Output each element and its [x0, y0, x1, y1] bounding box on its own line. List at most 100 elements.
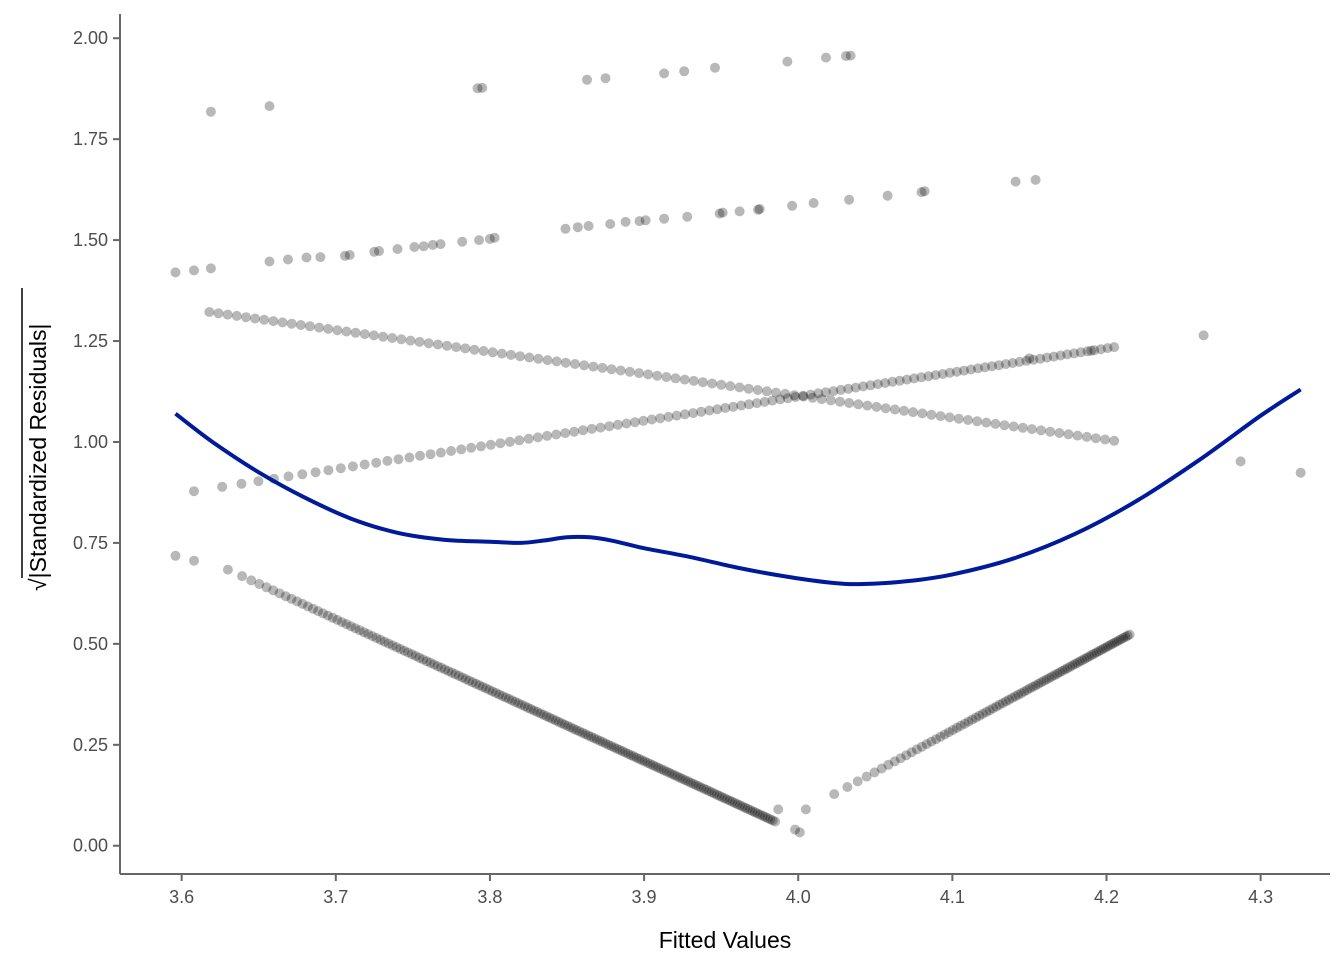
data-point: [569, 426, 580, 437]
data-point: [1046, 671, 1057, 682]
data-point: [865, 380, 876, 391]
data-point: [583, 221, 594, 231]
data-point: [375, 634, 386, 645]
data-point: [250, 313, 261, 324]
data-point: [688, 778, 699, 789]
data-point: [399, 645, 410, 656]
data-point: [698, 783, 709, 794]
data-point: [876, 763, 887, 774]
data-point: [1014, 356, 1025, 367]
y-tick-label: 0.25: [73, 735, 108, 755]
data-point: [669, 770, 680, 781]
data-point: [1017, 422, 1028, 433]
data-point: [606, 364, 617, 375]
x-axis-title: Fitted Values: [659, 927, 792, 953]
data-point: [661, 372, 672, 382]
data-point: [1109, 637, 1120, 648]
data-point: [494, 689, 505, 700]
data-point: [460, 343, 471, 354]
data-point: [790, 392, 801, 402]
data-point: [1098, 643, 1109, 654]
data-point: [939, 729, 950, 740]
data-point: [1062, 349, 1073, 360]
data-point: [341, 326, 352, 337]
data-point: [615, 365, 626, 376]
x-tick-label: 3.8: [477, 887, 502, 907]
data-point: [621, 418, 632, 429]
data-point: [538, 709, 549, 720]
data-point: [504, 436, 515, 447]
data-point: [429, 659, 440, 670]
data-point: [813, 388, 824, 399]
data-point: [332, 325, 343, 336]
data-point: [887, 376, 898, 387]
data-point: [663, 411, 674, 422]
data-point: [862, 400, 873, 411]
data-point: [762, 813, 773, 824]
data-point: [529, 705, 540, 716]
data-point: [1124, 629, 1135, 640]
data-point: [1081, 431, 1092, 442]
data-point: [963, 415, 973, 425]
data-point: [717, 792, 727, 803]
data-point: [794, 827, 805, 838]
data-point: [1074, 656, 1085, 667]
data-point: [798, 390, 809, 401]
data-point: [474, 680, 485, 691]
data-point: [1007, 358, 1018, 368]
data-point: [506, 349, 516, 360]
data-point: [677, 774, 688, 784]
data-point: [588, 361, 599, 372]
data-point: [767, 815, 778, 826]
data-point: [460, 674, 471, 685]
data-point: [572, 222, 583, 233]
data-point: [600, 738, 611, 749]
data-point: [246, 575, 257, 586]
data-point: [451, 342, 462, 353]
data-point: [280, 591, 291, 602]
data-point: [844, 194, 855, 205]
data-point: [944, 367, 955, 378]
data-point: [743, 383, 754, 394]
data-point: [1079, 653, 1090, 664]
data-point: [921, 739, 932, 750]
data-point: [439, 664, 450, 675]
data-point: [981, 707, 992, 717]
data-point: [880, 378, 891, 388]
data-point: [367, 631, 378, 642]
data-point: [732, 799, 743, 810]
data-point: [436, 662, 447, 673]
data-point: [562, 721, 573, 731]
data-point: [659, 68, 670, 79]
data-point: [1067, 660, 1078, 671]
data-point: [901, 750, 912, 761]
x-axis-ticks: 3.6 3.7 3.8 3.9 4.0 4.1 4.2 4.3: [169, 874, 1273, 907]
data-point: [667, 769, 678, 780]
data-point: [889, 756, 900, 767]
points-layer: [170, 50, 1306, 838]
y-axis-title: √|Standardized Residuals|: [21, 288, 51, 591]
data-point: [379, 636, 390, 647]
data-point: [542, 430, 553, 441]
data-point: [393, 454, 404, 465]
data-point: [843, 383, 854, 394]
data-point: [767, 395, 778, 406]
data-point: [753, 204, 764, 215]
data-point: [403, 647, 414, 658]
data-point: [623, 748, 634, 759]
data-point: [820, 387, 831, 398]
data-point: [645, 759, 656, 770]
data-point: [1010, 691, 1021, 702]
data-point: [650, 761, 661, 772]
data-point: [418, 241, 429, 252]
data-point: [782, 393, 793, 404]
data-point: [679, 374, 690, 385]
data-point: [204, 307, 215, 317]
y-axis-title-text: √|Standardized Residuals|: [25, 323, 51, 591]
data-point: [829, 789, 840, 800]
data-point: [710, 62, 720, 73]
data-point: [344, 250, 355, 260]
data-point: [808, 198, 819, 208]
data-point: [283, 471, 294, 482]
data-point: [761, 386, 772, 397]
